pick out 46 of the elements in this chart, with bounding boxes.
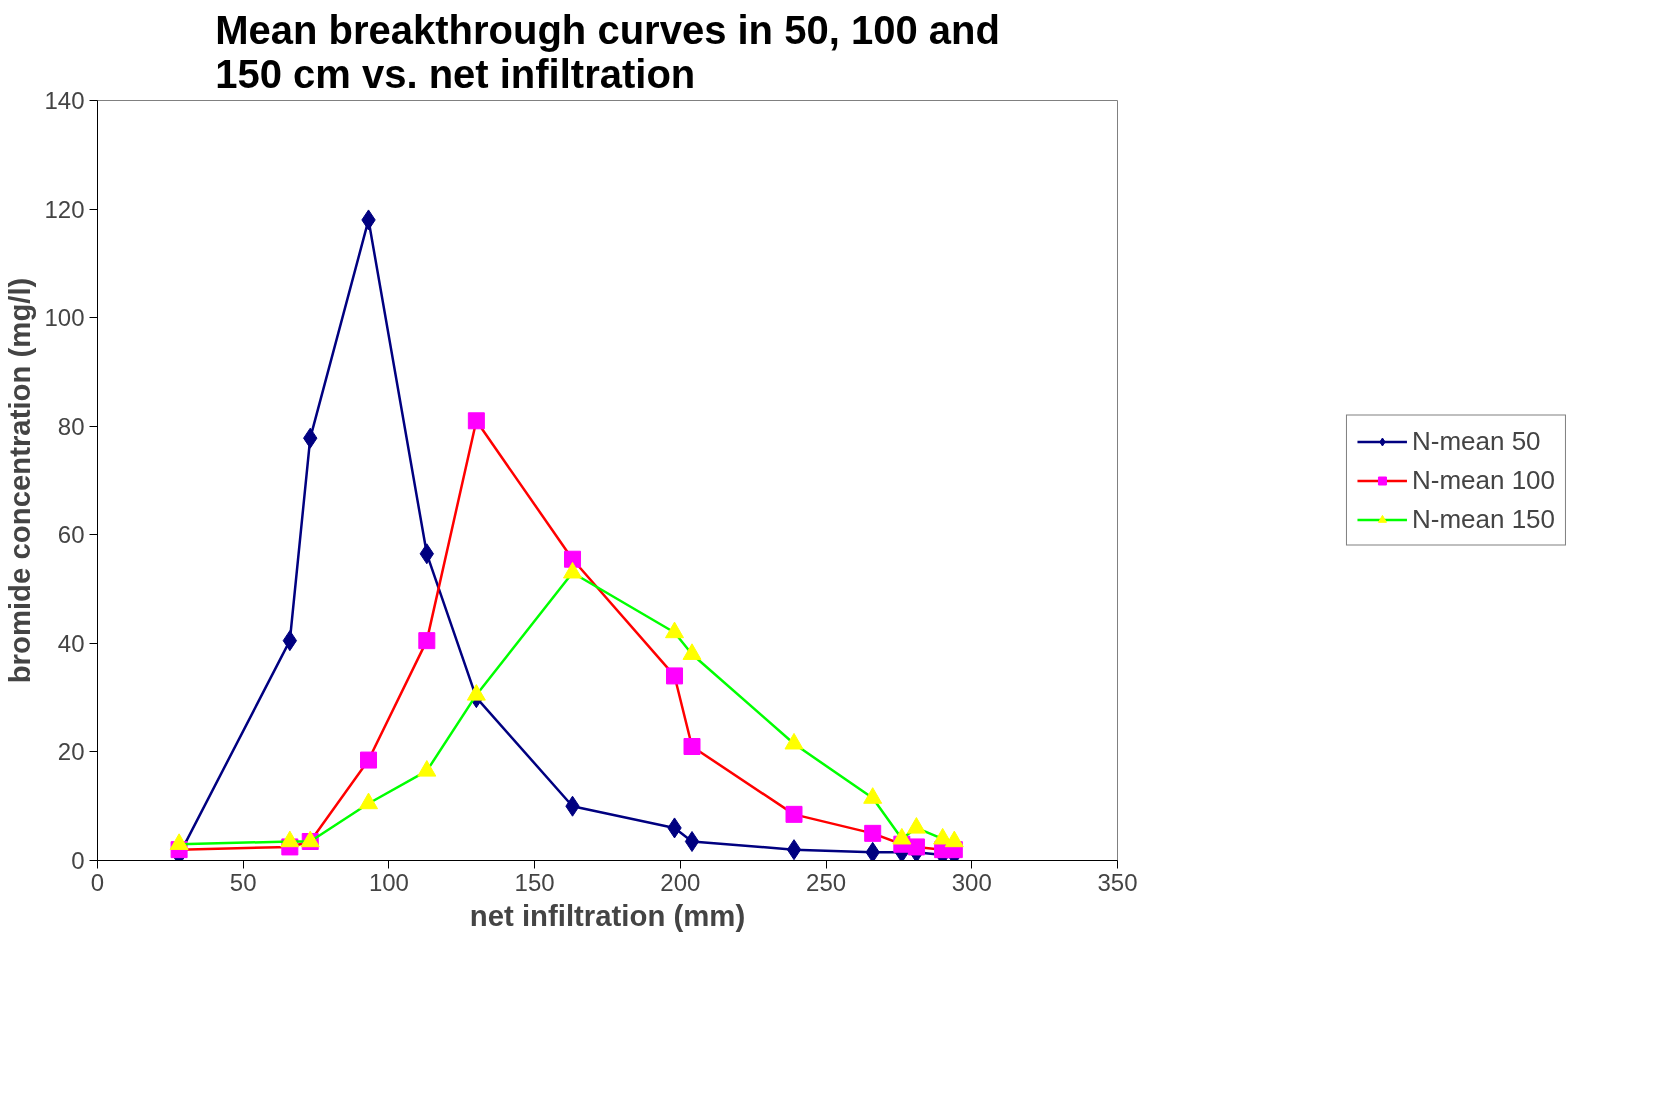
point (865, 841, 880, 861)
point (280, 830, 300, 848)
point (864, 824, 882, 842)
point (169, 833, 189, 850)
x-tick-label: 200 (660, 868, 701, 896)
point (863, 787, 883, 804)
point (665, 621, 685, 639)
chart-title: Mean breakthrough curves in 50, 100 and 150 cm vs. net infiltration (215, 7, 1000, 96)
y-tick-label: 120 (44, 195, 85, 223)
x-tick-label: 100 (368, 868, 409, 896)
point (907, 838, 925, 856)
point (784, 732, 804, 750)
point (666, 667, 684, 685)
point (359, 792, 379, 810)
legend-label: N-mean 150 (1411, 503, 1556, 535)
point (564, 550, 582, 568)
point (786, 839, 802, 861)
legend-label: N-mean 100 (1411, 464, 1556, 496)
point (466, 684, 486, 701)
point (785, 805, 803, 823)
point (418, 632, 436, 650)
y-axis-title: bromide concentration (mg/l) (3, 277, 37, 684)
point (906, 817, 926, 834)
x-tick-label: 0 (90, 868, 105, 896)
x-tick-label: 250 (806, 868, 847, 896)
y-tick-label: 40 (57, 629, 85, 657)
y-tick-label: 60 (57, 521, 85, 549)
x-tick-label: 350 (1097, 868, 1138, 896)
y-tick-label: 80 (57, 412, 85, 440)
y-tick-label: 0 (71, 847, 85, 874)
point (892, 827, 912, 845)
point (684, 831, 700, 852)
point (417, 760, 437, 777)
legend-label: N-mean 50 (1411, 425, 1541, 457)
y-tick-label: 100 (44, 304, 85, 332)
x-tick-label: 50 (229, 868, 257, 896)
y-tick-label: 140 (44, 87, 85, 114)
y-tick-label: 20 (57, 738, 85, 766)
point (282, 630, 298, 652)
point (944, 830, 964, 848)
point (360, 751, 378, 769)
x-tick-label: 300 (951, 868, 992, 896)
x-tick-label: 150 (514, 868, 555, 896)
x-axis-title: net infiltration (mm) (469, 898, 746, 932)
point (467, 412, 485, 430)
point (683, 738, 701, 755)
